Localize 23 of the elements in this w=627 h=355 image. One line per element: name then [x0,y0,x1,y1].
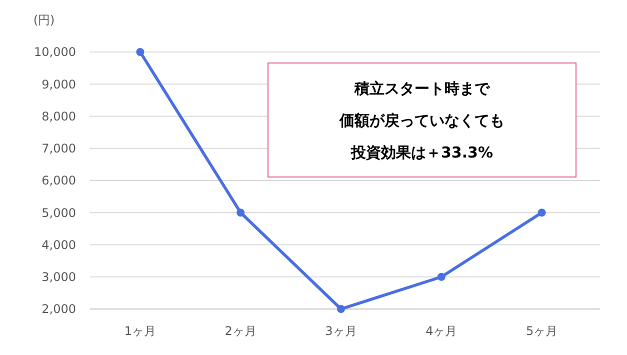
point [538,208,546,217]
point [337,305,345,313]
x-tick-label: 3ヶ月 [325,324,357,338]
point [236,208,245,217]
x-tick-label: 1ヶ月 [124,324,156,338]
y-tick-label: 9,000 [42,77,76,92]
annotation: 価額が戻っていなくても [338,111,504,130]
y-tick-label: 5,000 [42,206,76,220]
annotation: 積立スタート時まで [354,79,490,98]
y-tick-label: 7,000 [42,142,76,156]
point [136,48,144,56]
x-tick-label: 4ヶ月 [426,324,458,338]
y-tick-label: 2,000 [42,302,76,316]
y-tick-label: 4,000 [42,238,76,252]
x-tick-label: 5ヶ月 [526,324,558,338]
y-axis-title: (円) [33,13,55,27]
annotation: 投資効果は＋33.3% [350,143,494,162]
y-tick-label: 10,000 [34,45,76,60]
y-tick-label: 8,000 [42,109,76,124]
y-tick-label: 3,000 [42,270,76,284]
point [437,272,446,281]
y-tick-label: 6,000 [42,174,76,188]
x-tick-label: 2ヶ月 [224,324,256,338]
